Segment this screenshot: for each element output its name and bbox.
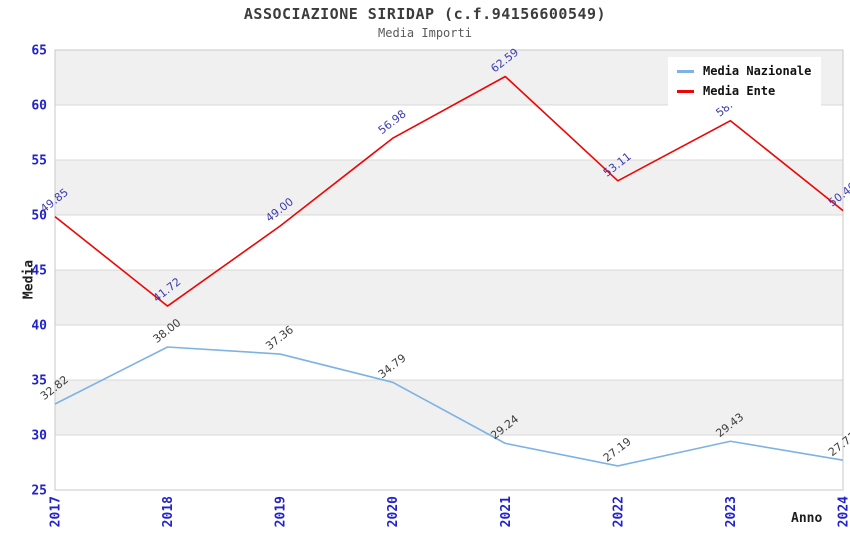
y-tick-label: 30: [31, 429, 47, 444]
x-tick-label: 2023: [724, 496, 739, 527]
legend-item-media-ente: Media Ente: [677, 84, 811, 98]
y-tick-label: 25: [31, 484, 47, 499]
series-line-media-nazionale: [54, 346, 844, 467]
x-tick-label: 2019: [274, 496, 289, 527]
plot-border: [54, 49, 844, 491]
x-tick-label: 2020: [386, 496, 401, 527]
legend: Media Nazionale Media Ente: [668, 57, 822, 106]
legend-item-media-nazionale: Media Nazionale: [677, 64, 811, 78]
chart-subtitle: Media Importi: [378, 26, 472, 40]
plot-band: [55, 160, 843, 215]
x-tick-label: 2018: [161, 496, 176, 527]
point-label-media-nazionale: 37.36: [263, 323, 296, 353]
y-tick-label: 35: [31, 374, 47, 389]
y-tick-label: 45: [31, 264, 47, 279]
y-tick-label: 65: [31, 44, 47, 59]
point-label-media-nazionale: 27.19: [601, 435, 634, 465]
x-axis-title: Anno: [791, 511, 823, 526]
x-tick-label: 2021: [499, 496, 514, 527]
y-tick-label: 55: [31, 154, 47, 169]
plot-band: [55, 270, 843, 325]
y-axis-title: Media: [21, 259, 37, 300]
point-label-media-nazionale: 34.79: [376, 351, 409, 381]
plot-band: [55, 380, 843, 435]
y-tick-label: 50: [31, 209, 47, 224]
legend-label: Media Ente: [703, 84, 776, 98]
y-tick-label: 40: [31, 319, 47, 334]
media-nazionale-line-swatch: [677, 69, 694, 73]
x-tick-label: 2017: [49, 496, 64, 527]
legend-label: Media Nazionale: [703, 64, 812, 78]
media-ente-line-swatch: [677, 89, 694, 93]
x-tick-label: 2024: [837, 496, 850, 527]
series-line-media-ente: [54, 75, 844, 307]
y-tick-label: 60: [31, 99, 47, 114]
x-tick-label: 2022: [611, 496, 626, 527]
chart-title: ASSOCIAZIONE SIRIDAP (c.f.94156600549): [243, 5, 607, 23]
